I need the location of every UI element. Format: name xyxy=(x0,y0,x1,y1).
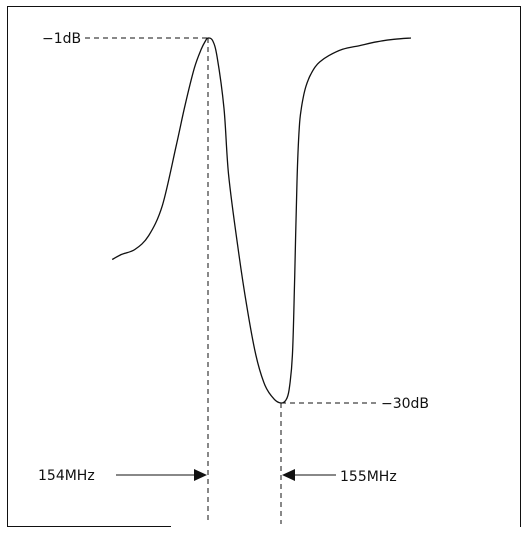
chart-frame xyxy=(7,6,521,527)
right-arrow-head xyxy=(282,469,295,481)
response-curve xyxy=(111,37,412,404)
notch-level-label: −30dB xyxy=(381,396,429,412)
left-frequency-label: 154MHz xyxy=(38,468,95,484)
right-frequency-label: 155MHz xyxy=(340,469,397,485)
left-arrow-head xyxy=(194,469,207,481)
peak-level-label: −1dB xyxy=(42,31,81,47)
